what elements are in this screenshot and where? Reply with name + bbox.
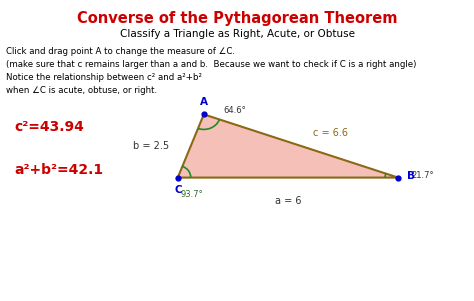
Text: Click and drag point A to change the measure of ∠C.: Click and drag point A to change the mea… — [6, 47, 235, 56]
Text: c²=43.94: c²=43.94 — [14, 120, 84, 135]
Text: (make sure that c remains larger than a and b.  Because we want to check if C is: (make sure that c remains larger than a … — [6, 60, 416, 69]
Text: B: B — [407, 171, 415, 181]
Text: 21.7°: 21.7° — [411, 171, 434, 180]
Text: b = 2.5: b = 2.5 — [133, 141, 169, 151]
Text: Converse of the Pythagorean Theorem: Converse of the Pythagorean Theorem — [77, 11, 397, 26]
Text: c = 6.6: c = 6.6 — [313, 129, 348, 138]
Text: C: C — [175, 185, 182, 195]
Text: Notice the relationship between c² and a²+b²: Notice the relationship between c² and a… — [6, 73, 202, 82]
Text: 64.6°: 64.6° — [224, 106, 246, 115]
Text: a²+b²=42.1: a²+b²=42.1 — [14, 163, 103, 177]
Text: A: A — [200, 97, 208, 107]
Text: 93.7°: 93.7° — [180, 190, 203, 199]
Text: Classify a Triangle as Right, Acute, or Obtuse: Classify a Triangle as Right, Acute, or … — [119, 29, 355, 39]
Text: a = 6: a = 6 — [275, 196, 301, 206]
Polygon shape — [178, 114, 398, 178]
Text: when ∠C is acute, obtuse, or right.: when ∠C is acute, obtuse, or right. — [6, 86, 157, 95]
